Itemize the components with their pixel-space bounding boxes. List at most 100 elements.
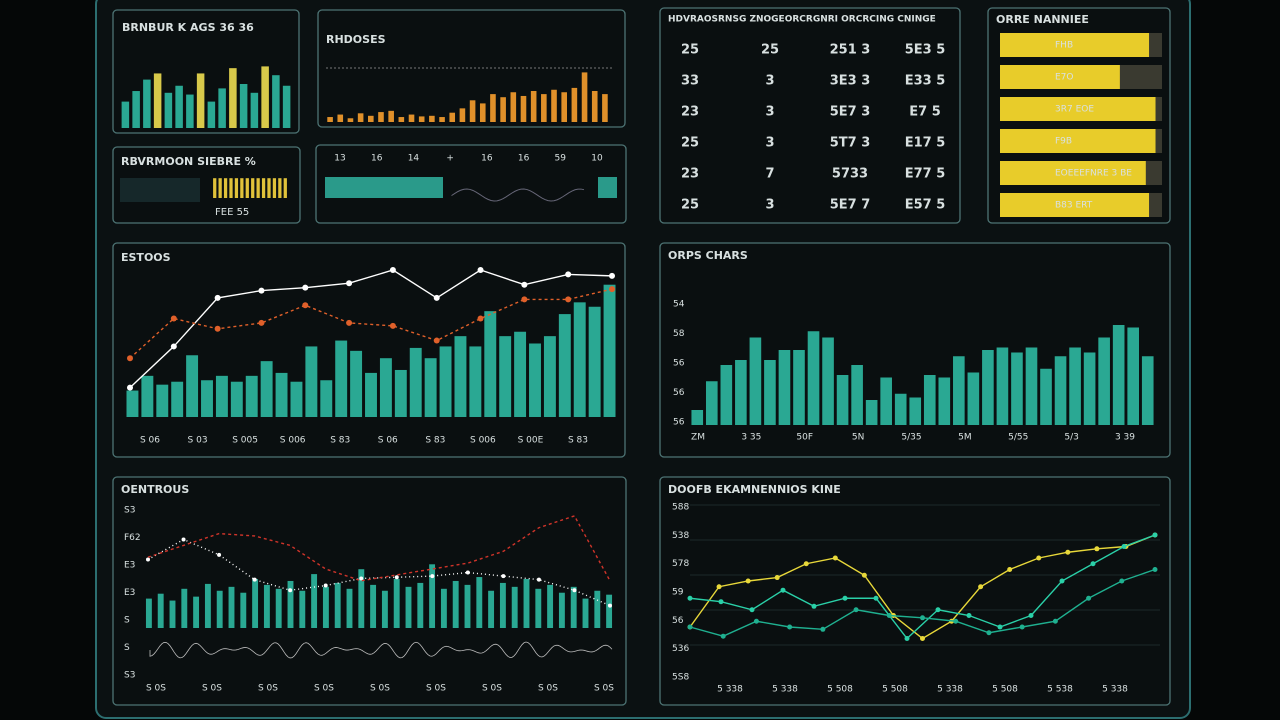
bar	[561, 92, 567, 122]
bar	[909, 397, 922, 425]
bar	[405, 586, 412, 628]
axis-label: S 005	[232, 436, 258, 446]
bar	[1000, 33, 1150, 57]
table-cell: 3E3 3	[830, 74, 871, 89]
bar	[245, 178, 249, 198]
axis-label: 56	[672, 616, 684, 626]
table-cell: E57 5	[905, 198, 946, 213]
point	[1119, 578, 1125, 584]
axis-label: E3	[124, 588, 135, 598]
bar	[573, 302, 586, 417]
bar	[186, 94, 194, 128]
bar	[282, 85, 291, 128]
bar	[193, 596, 200, 628]
point	[886, 613, 892, 618]
bar	[865, 400, 878, 425]
bar	[793, 350, 805, 425]
point	[288, 588, 293, 593]
point	[1121, 544, 1127, 549]
bar-label: 3R7 EOE	[1055, 105, 1094, 115]
table-cell: 25	[681, 136, 699, 151]
bar	[424, 358, 437, 417]
bar	[145, 598, 152, 628]
bar	[691, 410, 704, 425]
axis-label: S 0S	[314, 684, 334, 694]
bar	[749, 337, 762, 425]
bar	[459, 108, 466, 122]
point	[252, 577, 257, 582]
axis-label: S 0S	[258, 684, 278, 694]
table-cell: 3	[765, 136, 774, 151]
bar	[582, 598, 589, 628]
point	[1065, 549, 1071, 555]
point	[477, 267, 484, 273]
panel	[659, 476, 1171, 706]
axis-label: S 0S	[202, 684, 222, 694]
bar	[764, 360, 776, 425]
bar	[923, 375, 936, 425]
bar	[1098, 337, 1110, 425]
bar	[591, 91, 598, 122]
bar-label: EOEEEFNRE 3 BE	[1055, 169, 1132, 179]
bar	[143, 79, 151, 128]
axis-label: S 0S	[482, 684, 502, 694]
table-cell: 5733	[832, 167, 868, 182]
axis-label: 16	[371, 154, 383, 164]
bar	[393, 579, 400, 628]
panel	[315, 144, 627, 224]
bar	[157, 593, 164, 628]
bar	[581, 72, 588, 122]
point	[1007, 567, 1013, 572]
point	[217, 552, 222, 557]
bar	[452, 580, 459, 628]
bar	[229, 68, 237, 128]
point	[1036, 555, 1042, 561]
bar	[1000, 161, 1146, 185]
point	[986, 630, 992, 636]
axis-label: 5/3	[1064, 433, 1078, 443]
bar	[429, 115, 435, 122]
bar	[603, 284, 616, 417]
bar	[305, 346, 318, 417]
bar	[541, 94, 547, 122]
axis-label: 578	[672, 559, 689, 569]
point	[608, 603, 612, 608]
progress-block	[325, 177, 443, 198]
point	[873, 595, 879, 601]
bar	[418, 116, 425, 122]
axis-label: S 06	[140, 436, 160, 446]
waveform	[149, 641, 613, 659]
bar	[570, 586, 577, 628]
axis-label: 5 338	[717, 685, 743, 695]
point	[853, 607, 859, 613]
bar	[121, 101, 130, 128]
bar	[239, 84, 248, 128]
bar	[261, 178, 266, 198]
bar	[230, 381, 243, 417]
axis-label: 50F	[796, 433, 813, 443]
axis-label: S 0S	[594, 684, 614, 694]
axis-label: 59	[555, 154, 567, 164]
bar	[449, 112, 456, 122]
point	[609, 272, 615, 279]
bar	[530, 91, 537, 122]
table-cell: E33 5	[905, 74, 946, 89]
table-cell: 25	[681, 198, 699, 213]
panel-title: ORPS CHARS	[668, 249, 748, 262]
line	[129, 288, 613, 359]
axis-label: 536	[672, 644, 689, 654]
bar	[283, 178, 287, 198]
axis-label: 5 508	[992, 685, 1018, 695]
table-cell: 5E3 5	[905, 43, 946, 58]
bar	[398, 117, 405, 122]
bar	[229, 178, 233, 198]
bar	[510, 92, 517, 122]
axis-label: S 03	[188, 436, 208, 446]
axis-label: S3	[124, 506, 135, 516]
point	[1028, 613, 1034, 618]
bar	[547, 584, 554, 628]
bar	[337, 114, 344, 122]
bar	[287, 580, 294, 628]
bar-label: B83 ERT	[1055, 201, 1093, 211]
bar	[218, 178, 222, 198]
